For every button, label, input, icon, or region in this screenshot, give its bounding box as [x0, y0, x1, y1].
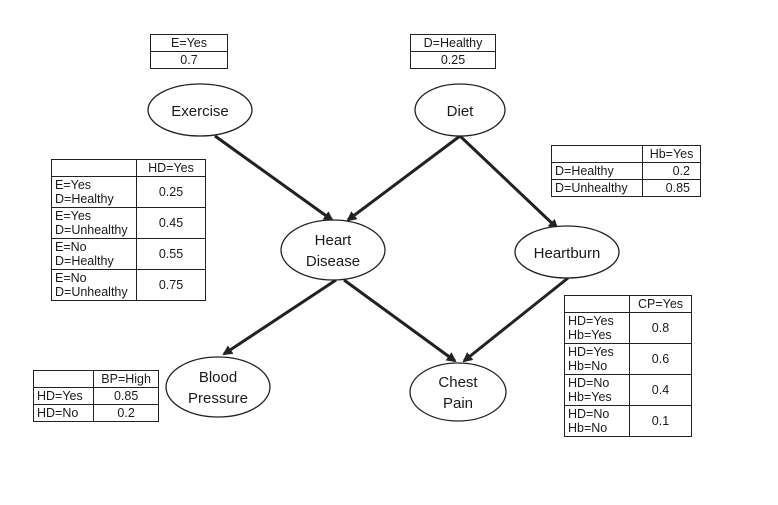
edge-diet-heart-disease: [346, 134, 461, 222]
condition-line: HD=Yes: [568, 314, 614, 328]
condition-line: E=Yes: [55, 178, 92, 192]
condition-line: Hb=No: [568, 421, 608, 435]
node-chest-pain-label-line2: Pain: [443, 395, 473, 412]
cpt-chest-pain-condition: HD=Yes Hb=No: [564, 343, 630, 375]
cpt-heart-disease-value: 0.25: [136, 176, 206, 208]
cpt-heartburn-corner: [550, 145, 644, 163]
cpt-chest-pain: CP=Yes HD=Yes Hb=Yes 0.8 HD=Yes Hb=No 0.6 …: [564, 295, 692, 437]
condition-line: Hb=Yes: [568, 328, 612, 342]
node-diet-label: Diet: [447, 103, 475, 120]
condition-line: D=Healthy: [55, 192, 114, 206]
node-heart-disease: Heart Disease: [280, 219, 386, 281]
node-diet: Diet: [414, 83, 506, 137]
condition-line: D=Unhealthy: [55, 285, 128, 299]
cpt-blood-pressure-header: BP=High: [93, 370, 159, 388]
node-blood-pressure-label-line1: Blood: [199, 369, 237, 386]
node-exercise: Exercise: [147, 83, 253, 137]
cpt-heart-disease-condition: E=No D=Unhealthy: [51, 269, 137, 301]
cpt-chest-pain-header: CP=Yes: [629, 295, 692, 313]
condition-line: HD=No: [568, 376, 610, 390]
edges: [214, 134, 569, 363]
table-row: D=Healthy 0.2: [550, 162, 701, 180]
cpt-blood-pressure-value: 0.2: [93, 404, 159, 422]
table-row: E=No D=Healthy 0.55: [51, 238, 206, 270]
cpt-diet-value: 0.25: [410, 51, 496, 69]
condition-line: HD=Yes: [568, 345, 614, 359]
condition-line: E=No: [55, 271, 87, 285]
cpt-diet: D=Healthy 0.25: [410, 34, 496, 69]
edge-heart-disease-chest-pain: [343, 278, 457, 363]
node-blood-pressure: Blood Pressure: [165, 356, 271, 418]
table-row: E=No D=Unhealthy 0.75: [51, 269, 206, 301]
table-row: D=Unhealthy 0.85: [550, 179, 701, 197]
condition-line: Hb=Yes: [568, 390, 612, 404]
cpt-chest-pain-condition: HD=No Hb=No: [564, 405, 630, 437]
node-heartburn-label: Heartburn: [534, 245, 601, 262]
cpt-chest-pain-value: 0.4: [629, 374, 692, 406]
cpt-heartburn-value: 0.85: [642, 179, 701, 197]
cpt-blood-pressure-value: 0.85: [93, 387, 159, 405]
edge-heartburn-chest-pain: [462, 276, 569, 363]
cpt-chest-pain-value: 0.6: [629, 343, 692, 375]
cpt-heart-disease: HD=Yes E=Yes D=Healthy 0.25 E=Yes D=Unheal…: [51, 159, 206, 301]
cpt-heart-disease-value: 0.55: [136, 238, 206, 270]
cpt-heart-disease-condition: E=Yes D=Unhealthy: [51, 207, 137, 239]
cpt-chest-pain-value: 0.8: [629, 312, 692, 344]
table-row: E=Yes D=Unhealthy 0.45: [51, 207, 206, 239]
cpt-heart-disease-value: 0.75: [136, 269, 206, 301]
cpt-chest-pain-condition: HD=No Hb=Yes: [564, 374, 630, 406]
cpt-blood-pressure: BP=High HD=Yes 0.85 HD=No 0.2: [32, 370, 159, 422]
edge-diet-heartburn: [458, 134, 559, 230]
cpt-heart-disease-value: 0.45: [136, 207, 206, 239]
cpt-heart-disease-condition: E=Yes D=Healthy: [51, 176, 137, 208]
node-chest-pain: Chest Pain: [409, 362, 507, 422]
node-heart-disease-label-line1: Heart: [315, 232, 353, 249]
cpt-heart-disease-condition: E=No D=Healthy: [51, 238, 137, 270]
edge-exercise-heart-disease: [214, 134, 334, 222]
condition-line: E=No: [55, 240, 87, 254]
cpt-chest-pain-value: 0.1: [629, 405, 692, 437]
cpt-exercise-header: E=Yes: [150, 34, 228, 52]
cpt-chest-pain-corner: [564, 295, 630, 313]
cpt-diet-header: D=Healthy: [410, 34, 496, 52]
table-row: HD=No Hb=No 0.1: [564, 405, 692, 437]
condition-line: D=Unhealthy: [55, 223, 128, 237]
node-blood-pressure-label-line2: Pressure: [188, 390, 248, 407]
cpt-blood-pressure-corner: [32, 370, 95, 388]
cpt-heartburn-value: 0.2: [642, 162, 701, 180]
cpt-chest-pain-condition: HD=Yes Hb=Yes: [564, 312, 630, 344]
node-heartburn: Heartburn: [514, 225, 620, 279]
condition-line: E=Yes: [55, 209, 92, 223]
table-row: HD=No Hb=Yes 0.4: [564, 374, 692, 406]
condition-line: Hb=No: [568, 359, 608, 373]
cpt-blood-pressure-condition: HD=Yes: [32, 387, 95, 405]
cpt-heart-disease-corner: [51, 159, 137, 177]
cpt-heartburn-condition: D=Healthy: [550, 162, 644, 180]
cpt-blood-pressure-condition: HD=No: [32, 404, 95, 422]
node-heart-disease-label-line2: Disease: [306, 253, 360, 270]
cpt-exercise-value: 0.7: [150, 51, 228, 69]
condition-line: HD=No: [568, 407, 610, 421]
condition-line: D=Healthy: [55, 254, 114, 268]
edge-heart-disease-blood-pressure: [222, 278, 337, 356]
cpt-heartburn-condition: D=Unhealthy: [550, 179, 644, 197]
cpt-heartburn: Hb=Yes D=Healthy 0.2 D=Unhealthy 0.85: [550, 145, 701, 197]
cpt-heartburn-header: Hb=Yes: [642, 145, 701, 163]
node-chest-pain-label-line1: Chest: [438, 374, 478, 391]
table-row: HD=No 0.2: [32, 404, 159, 422]
cpt-exercise: E=Yes 0.7: [150, 34, 228, 69]
table-row: HD=Yes Hb=No 0.6: [564, 343, 692, 375]
table-row: HD=Yes Hb=Yes 0.8: [564, 312, 692, 344]
cpt-heart-disease-header: HD=Yes: [136, 159, 206, 177]
node-exercise-label: Exercise: [171, 103, 229, 120]
table-row: HD=Yes 0.85: [32, 387, 159, 405]
table-row: E=Yes D=Healthy 0.25: [51, 176, 206, 208]
